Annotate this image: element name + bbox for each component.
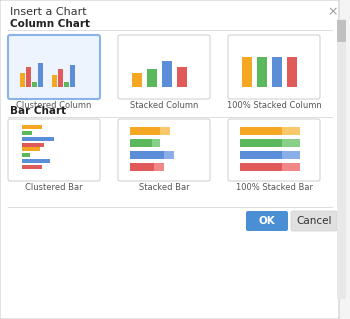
- FancyBboxPatch shape: [118, 35, 210, 99]
- Bar: [282, 163, 300, 171]
- Bar: [70, 65, 75, 87]
- Bar: [337, 19, 346, 299]
- Text: Clustered Column: Clustered Column: [16, 100, 92, 109]
- FancyBboxPatch shape: [8, 119, 100, 181]
- Bar: [272, 57, 282, 87]
- FancyBboxPatch shape: [0, 0, 339, 319]
- FancyBboxPatch shape: [291, 211, 337, 231]
- FancyBboxPatch shape: [337, 20, 346, 42]
- Text: 100% Stacked Column: 100% Stacked Column: [227, 100, 321, 109]
- Bar: [152, 139, 160, 147]
- Bar: [160, 127, 170, 135]
- Bar: [162, 61, 172, 87]
- Text: Stacked Bar: Stacked Bar: [139, 182, 189, 191]
- FancyBboxPatch shape: [118, 119, 210, 181]
- Bar: [154, 163, 164, 171]
- Bar: [38, 63, 43, 87]
- Bar: [177, 67, 187, 87]
- Bar: [240, 151, 282, 159]
- Bar: [240, 163, 282, 171]
- Bar: [64, 82, 69, 87]
- Bar: [130, 163, 154, 171]
- Bar: [130, 127, 160, 135]
- FancyBboxPatch shape: [228, 35, 320, 99]
- Bar: [130, 139, 152, 147]
- Text: Clustered Bar: Clustered Bar: [25, 182, 83, 191]
- Bar: [287, 57, 297, 87]
- Bar: [20, 73, 25, 87]
- Bar: [240, 127, 282, 135]
- Bar: [147, 69, 157, 87]
- Text: OK: OK: [259, 216, 275, 226]
- Bar: [164, 151, 174, 159]
- Bar: [52, 75, 57, 87]
- Bar: [32, 82, 37, 87]
- Bar: [282, 151, 300, 159]
- Bar: [282, 139, 300, 147]
- Bar: [240, 139, 282, 147]
- Bar: [257, 57, 267, 87]
- Bar: [22, 165, 42, 169]
- Bar: [22, 159, 50, 163]
- Text: Insert a Chart: Insert a Chart: [10, 7, 87, 17]
- Text: Column Chart: Column Chart: [10, 19, 90, 29]
- Bar: [22, 153, 30, 157]
- Bar: [242, 57, 252, 87]
- Bar: [22, 137, 54, 141]
- Text: ×: ×: [328, 5, 338, 19]
- Bar: [22, 147, 40, 151]
- Text: Stacked Column: Stacked Column: [130, 100, 198, 109]
- Bar: [132, 73, 142, 87]
- Bar: [58, 69, 63, 87]
- Bar: [282, 127, 300, 135]
- FancyBboxPatch shape: [8, 35, 100, 99]
- Bar: [22, 131, 32, 135]
- Bar: [22, 125, 42, 129]
- FancyBboxPatch shape: [228, 119, 320, 181]
- Bar: [130, 151, 164, 159]
- Bar: [22, 143, 44, 147]
- Text: Bar Chart: Bar Chart: [10, 106, 66, 116]
- Text: 100% Stacked Bar: 100% Stacked Bar: [236, 182, 313, 191]
- Text: Cancel: Cancel: [296, 216, 332, 226]
- FancyBboxPatch shape: [246, 211, 288, 231]
- Bar: [26, 67, 31, 87]
